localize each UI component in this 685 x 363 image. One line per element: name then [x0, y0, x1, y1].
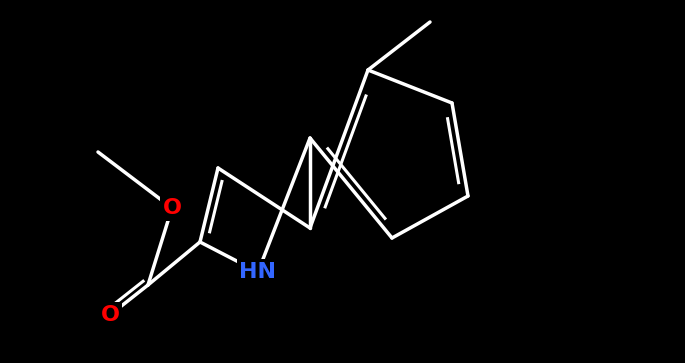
Text: O: O [101, 305, 119, 325]
Text: HN: HN [240, 262, 277, 282]
Text: O: O [162, 198, 182, 218]
